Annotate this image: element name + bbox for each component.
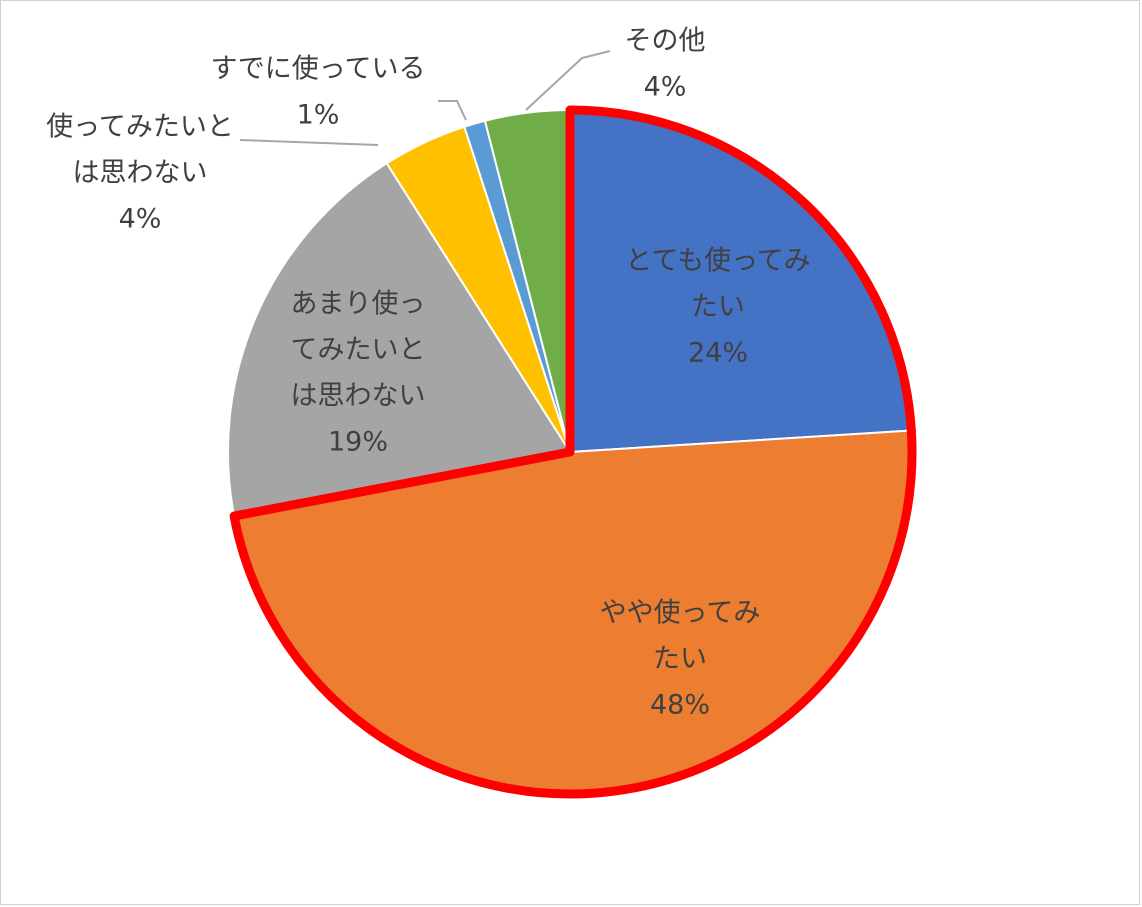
data-label-line-5-0: その他 (625, 26, 706, 57)
leader-line-3 (239, 139, 379, 146)
pie-slice-2 (227, 162, 571, 518)
data-label-line-3-1: は思わない (73, 158, 208, 189)
leader-lines (239, 50, 611, 146)
data-label-line-0-1: たい (691, 292, 745, 323)
data-label-line-1-0: やや使ってみ (600, 598, 761, 629)
data-label-line-2-1: てみたいと (291, 335, 426, 366)
data-label-line-0-0: とても使ってみ (625, 246, 811, 277)
data-label-percent-2: 19% (328, 427, 388, 458)
leader-line-4 (438, 100, 467, 121)
data-label-percent-5: 4% (644, 72, 687, 103)
data-label-line-4-0: すでに使っている (211, 54, 426, 85)
data-label-percent-4: 1% (297, 100, 340, 131)
data-label-percent-1: 48% (650, 690, 710, 721)
data-label-percent-3: 4% (119, 204, 162, 235)
data-label-line-2-0: あまり使っ (291, 289, 426, 320)
data-label-line-1-1: たい (653, 644, 707, 675)
data-label-line-2-2: は思わない (291, 381, 426, 412)
data-label-line-3-0: 使ってみたいと (46, 112, 234, 143)
highlight-outline-path (229, 105, 917, 799)
data-label-percent-0: 24% (688, 338, 748, 369)
pie-slices (227, 109, 913, 795)
highlight-outline (229, 105, 917, 799)
leader-line-5 (525, 50, 611, 111)
pie-slice-0 (569, 109, 913, 453)
data-labels: とても使ってみたい24%やや使ってみたい48%あまり使ってみたいとは思わない19… (46, 26, 811, 721)
